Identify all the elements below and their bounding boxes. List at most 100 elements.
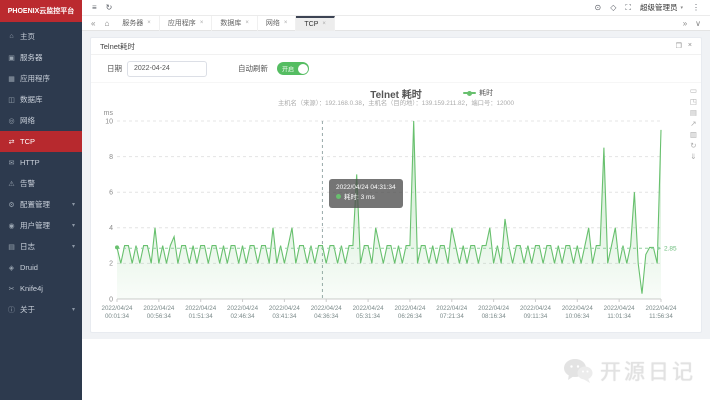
- filter-form: 日期 自动刷新 开启: [91, 55, 701, 83]
- svg-text:03:41:34: 03:41:34: [272, 313, 297, 320]
- wechat-icon: [563, 358, 593, 384]
- legend-marker-icon: [463, 92, 476, 94]
- svg-text:2022/04/24: 2022/04/24: [562, 305, 594, 312]
- sidebar-item-http[interactable]: ✉HTTP: [0, 152, 82, 173]
- sidebar: PHOENIX云监控平台 ⌂主页 ▣ 服务器 ▦应用程序 ◫ 数据库 ◎网络⇄TCP✉HTT…: [0, 0, 82, 400]
- refresh-icon[interactable]: ↻: [106, 4, 113, 12]
- date-label: 日期: [107, 63, 122, 74]
- svg-text:2022/04/24: 2022/04/24: [394, 305, 426, 312]
- hamburger-icon[interactable]: ≡: [92, 4, 97, 12]
- svg-text:08:16:34: 08:16:34: [482, 313, 507, 320]
- tab-close-icon[interactable]: ×: [245, 20, 249, 26]
- sidebar-item-db[interactable]: ◫ 数据库: [0, 89, 82, 110]
- sidebar-item-druid[interactable]: ◈ Druid: [0, 257, 82, 278]
- telnet-chart: Telnet 耗时 主机名（来源）：192.168.0.38，主机名（目的地）：…: [91, 83, 701, 332]
- top-header-bar: ≡ ↻ ⊙ ◇ ⛶ 超级管理员 ▾ ⋮: [82, 0, 710, 16]
- tab-数据库[interactable]: 数据库×: [212, 16, 258, 31]
- tab-label: 网络: [266, 18, 280, 28]
- sidebar-item-alarm[interactable]: ⚠告警: [0, 173, 82, 194]
- about-icon: ⓘ: [7, 305, 16, 315]
- tab-close-icon[interactable]: ×: [284, 20, 288, 26]
- tab-网络[interactable]: 网络 ×: [258, 16, 297, 31]
- svg-text:00:01:34: 00:01:34: [105, 313, 130, 320]
- tab-label: TCP: [304, 21, 318, 28]
- tab-close-icon[interactable]: ×: [322, 21, 326, 27]
- toggle-knob: [298, 64, 308, 74]
- tab-label: 服务器: [122, 18, 143, 28]
- sidebar-item-label: 服务器: [20, 52, 43, 63]
- legend-item[interactable]: 耗时: [463, 88, 493, 98]
- svg-text:10: 10: [105, 118, 113, 125]
- legend-label: 耗时: [479, 88, 493, 98]
- close-icon[interactable]: ×: [688, 42, 692, 50]
- druid-icon: ◈: [7, 264, 16, 272]
- sidebar-item-app[interactable]: ▦应用程序: [0, 68, 82, 89]
- main-area: ≡ ↻ ⊙◇⛶ 超级管理员 ▾ ⋮ « ⌂ 服务器×应用程序×数据库×网络×TC…: [82, 0, 710, 400]
- user-icon: ◉: [7, 222, 16, 230]
- database-icon: ◫: [7, 96, 16, 104]
- telnet-chart-svg: 0246810ms2022/04/2400:01:342022/04/2400:…: [91, 107, 685, 335]
- tab-服务器[interactable]: 服务器 ×: [114, 16, 160, 31]
- tabs-overflow-icon[interactable]: »: [679, 19, 691, 28]
- svg-text:2022/04/24: 2022/04/24: [185, 305, 217, 312]
- chevron-down-icon: ▾: [72, 306, 75, 313]
- fullscreen-icon[interactable]: ⛶: [625, 4, 631, 12]
- panel-header: Telnet耗时 ❐ ×: [91, 38, 701, 55]
- sidebar-item-users[interactable]: ◉用户管理▾: [0, 215, 82, 236]
- topbar-right-icons: ⊙ ◇ ⛶: [595, 4, 631, 12]
- alarm-icon: ⚠: [7, 180, 16, 188]
- zoom-reset-icon[interactable]: ◳: [690, 98, 697, 106]
- svg-text:ms: ms: [104, 110, 114, 117]
- svg-text:04:36:34: 04:36:34: [314, 313, 339, 320]
- svg-text:2022/04/24: 2022/04/24: [646, 305, 678, 312]
- svg-text:06:26:34: 06:26:34: [398, 313, 423, 320]
- line-chart-icon[interactable]: ↗: [690, 120, 697, 128]
- svg-text:07:21:34: 07:21:34: [440, 313, 465, 320]
- bar-chart-icon[interactable]: ▥: [690, 131, 697, 139]
- tabs-dropdown-icon[interactable]: ∨: [691, 19, 705, 28]
- sidebar-item-server[interactable]: ▣ 服务器: [0, 47, 82, 68]
- zoom-select-icon[interactable]: ▭: [690, 87, 697, 95]
- message-icon[interactable]: ◇: [610, 4, 616, 12]
- screen-icon[interactable]: ⊙: [595, 4, 602, 12]
- svg-text:02:46:34: 02:46:34: [230, 313, 255, 320]
- restore-icon[interactable]: ↻: [690, 142, 697, 150]
- tab-应用程序[interactable]: 应用程序×: [160, 16, 213, 31]
- sidebar-item-knife4j[interactable]: ✂Knife4j: [0, 278, 82, 299]
- telnet-panel: Telnet耗时 ❐ × 日期 自动刷新 开启: [90, 37, 702, 333]
- tab-close-icon[interactable]: ×: [200, 20, 204, 26]
- chart-subtitle: 主机名（来源）：192.168.0.38，主机名（目的地）：139.159.21…: [91, 98, 701, 107]
- sidebar-item-config[interactable]: ⚙配置管理▾: [0, 194, 82, 215]
- svg-text:2022/04/24: 2022/04/24: [436, 305, 468, 312]
- svg-text:2022/04/24: 2022/04/24: [227, 305, 259, 312]
- sidebar-item-network[interactable]: ◎网络: [0, 110, 82, 131]
- float-window-icon[interactable]: ❐: [676, 42, 682, 50]
- sidebar-item-logs[interactable]: ▤日志▾: [0, 236, 82, 257]
- tab-close-icon[interactable]: ×: [147, 20, 151, 26]
- sidebar-item-label: Knife4j: [20, 284, 43, 293]
- svg-text:4: 4: [109, 225, 113, 232]
- sidebar-item-about[interactable]: ⓘ关于▾: [0, 299, 82, 320]
- server-icon: ▣: [7, 54, 16, 62]
- sidebar-item-tcp[interactable]: ⇄TCP: [0, 131, 82, 152]
- tabs-collapse-icon[interactable]: «: [87, 19, 99, 28]
- tab-TCP[interactable]: TCP ×: [296, 16, 335, 31]
- tab-bar: « ⌂ 服务器×应用程序×数据库×网络×TCP× » ∨: [82, 16, 710, 31]
- sidebar-item-home[interactable]: ⌂主页: [0, 26, 82, 47]
- home-tab-icon[interactable]: ⌂: [99, 19, 114, 28]
- home-icon: ⌂: [7, 33, 16, 40]
- svg-text:10:06:34: 10:06:34: [565, 313, 590, 320]
- app-logo: PHOENIX云监控平台: [0, 0, 82, 22]
- more-options-icon[interactable]: ⋮: [692, 4, 700, 12]
- svg-text:8: 8: [109, 154, 113, 161]
- user-menu[interactable]: 超级管理员 ▾: [640, 2, 683, 13]
- svg-text:11:01:34: 11:01:34: [607, 313, 631, 320]
- sidebar-item-label: TCP: [20, 137, 35, 146]
- sidebar-item-label: 数据库: [20, 94, 43, 105]
- save-image-icon[interactable]: ⇓: [690, 153, 697, 161]
- auto-refresh-toggle[interactable]: 开启: [277, 62, 309, 75]
- chevron-down-icon: ▾: [72, 222, 75, 229]
- data-view-icon[interactable]: ▤: [690, 109, 697, 117]
- sidebar-item-label: Druid: [20, 263, 38, 272]
- date-input[interactable]: [127, 61, 207, 77]
